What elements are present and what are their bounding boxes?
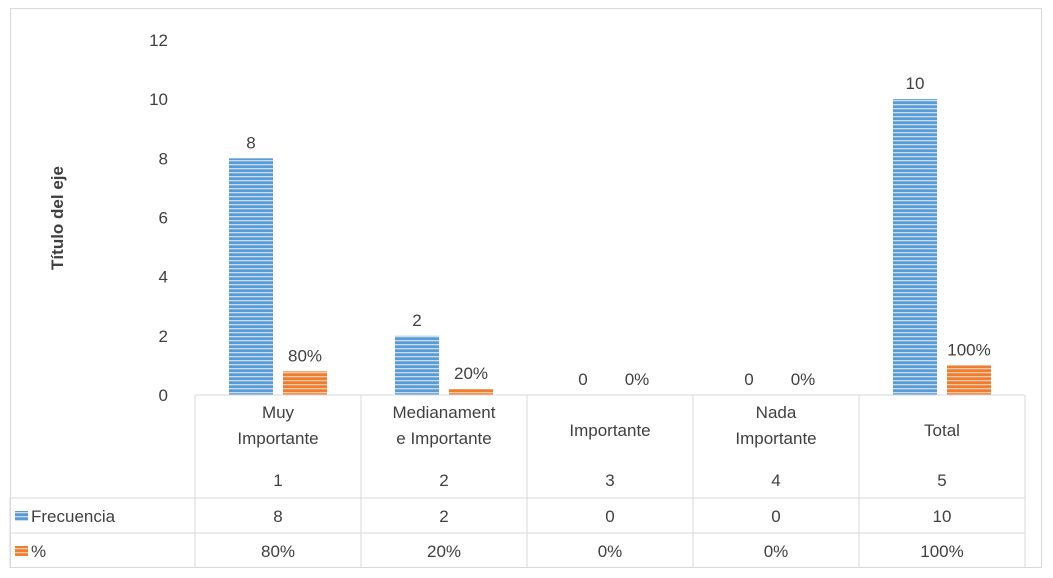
category-label: Nada: [756, 403, 797, 422]
chart-frame: [10, 8, 1042, 568]
bar-frecuencia: [893, 99, 937, 396]
y-tick-label: 4: [159, 268, 168, 287]
category-label: Medianament: [392, 403, 495, 422]
table-cell: 0: [605, 507, 614, 526]
table-cell: 0%: [598, 542, 623, 561]
y-tick-label: 8: [159, 149, 168, 168]
y-tick-label: 6: [159, 209, 168, 228]
category-label: Muy: [262, 403, 295, 422]
category-index: 1: [273, 471, 282, 490]
bar-porcentaje: [449, 389, 493, 395]
data-label: 2: [412, 311, 421, 330]
legend-key-porcentaje: [15, 546, 28, 556]
table-cell: 2: [439, 507, 448, 526]
table-cell: 10: [933, 507, 952, 526]
y-tick-label: 0: [159, 386, 168, 405]
legend-label: Frecuencia: [31, 507, 116, 526]
bar-porcentaje: [283, 371, 327, 395]
table-cell: 80%: [261, 542, 295, 561]
category-index: 4: [771, 471, 780, 490]
category-label: Importante: [735, 429, 816, 448]
category-label: Importante: [569, 421, 650, 440]
bar-porcentaje: [947, 365, 991, 395]
bar-frecuencia: [395, 335, 439, 395]
category-label: e Importante: [396, 429, 491, 448]
y-tick-label: 10: [149, 90, 168, 109]
table-cell: 0%: [764, 542, 789, 561]
data-label: 20%: [454, 364, 488, 383]
data-label: 80%: [288, 346, 322, 365]
table-cell: 0: [771, 507, 780, 526]
table-cell: 100%: [920, 542, 963, 561]
table-cell: 8: [273, 507, 282, 526]
data-label: 0%: [625, 370, 650, 389]
y-axis-title: Título del eje: [48, 166, 67, 270]
data-label: 10: [906, 74, 925, 93]
data-label: 0: [744, 370, 753, 389]
category-index: 3: [605, 471, 614, 490]
category-label: Importante: [237, 429, 318, 448]
y-tick-label: 12: [149, 31, 168, 50]
category-index: 5: [937, 471, 946, 490]
data-label: 100%: [947, 340, 990, 359]
y-tick-label: 2: [159, 327, 168, 346]
legend-key-frecuencia: [15, 511, 28, 521]
bar-frecuencia: [229, 158, 273, 395]
data-label: 0%: [791, 370, 816, 389]
legend-label: %: [31, 542, 46, 561]
category-label: Total: [924, 421, 960, 440]
data-label: 0: [578, 370, 587, 389]
table-cell: 20%: [427, 542, 461, 561]
data-label: 8: [246, 133, 255, 152]
category-index: 2: [439, 471, 448, 490]
